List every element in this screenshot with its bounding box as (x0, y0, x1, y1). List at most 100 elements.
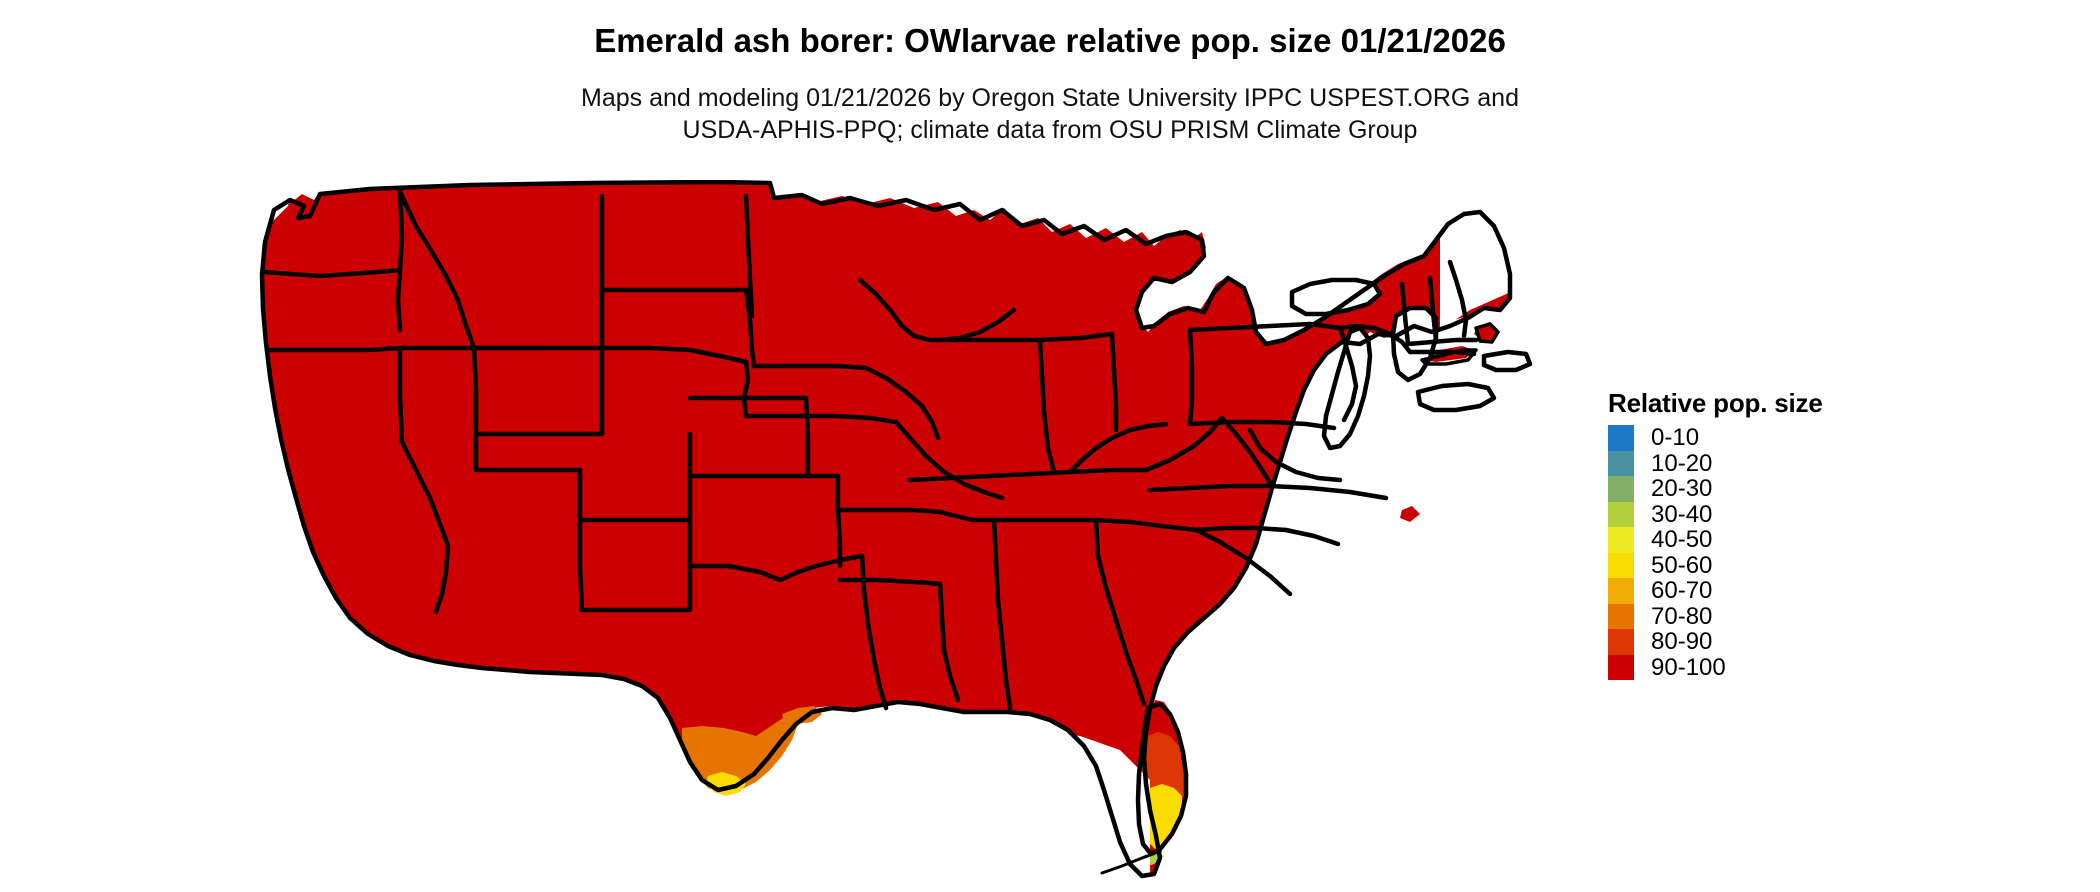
state-border-nm-tx (579, 517, 693, 613)
region-south-texas-70-80 (682, 714, 798, 794)
cape-cod-outline (1474, 322, 1500, 344)
map-outside-southeast (1200, 580, 1450, 892)
legend-title: Relative pop. size (1608, 388, 1823, 418)
state-border-ca-az (433, 521, 451, 615)
legend-entry: 10-20 (1608, 449, 1938, 477)
state-border-ks-mo (803, 395, 811, 479)
legend-color-swatch (1608, 527, 1634, 553)
legend-entry-label: 20-30 (1651, 475, 1713, 502)
map-legend: Relative pop. size 0-10 10-20 20-30 30-40 40… (1608, 388, 1938, 680)
state-border-ny-ct (1337, 323, 1413, 355)
state-border-ct-ny (1407, 349, 1477, 357)
lake-ontario-outline (1481, 349, 1533, 373)
state-border-pa-ny (1187, 321, 1343, 333)
legend-color-swatch (1608, 603, 1634, 629)
legend-entry: 60-70 (1608, 578, 1938, 604)
map-canvas (250, 180, 1600, 892)
state-border-mn-wi (857, 277, 943, 343)
lake-ontario (1484, 352, 1530, 370)
legend-entry-label: 60-70 (1651, 577, 1713, 604)
legend-entry-label: 80-90 (1651, 628, 1713, 655)
region-catalina (358, 546, 376, 556)
map-border-layer (259, 180, 1533, 879)
state-border-al-ga (1093, 517, 1147, 707)
state-border-ok-ar (835, 473, 843, 569)
state-border-ga-sc (1193, 527, 1293, 597)
state-border-mn-ia (751, 363, 869, 371)
state-border-pa-md (1187, 419, 1337, 431)
state-border-ia-il (863, 365, 941, 441)
state-border-tx-la (859, 553, 889, 711)
legend-color-swatch (1608, 552, 1634, 578)
state-border-sc-nc (1193, 525, 1341, 547)
state-border-ny-vt (1399, 281, 1411, 347)
region-contiguous-us-90-100 (262, 182, 1512, 878)
state-border-mi-in (1037, 331, 1115, 343)
legend-entry: 80-90 (1608, 629, 1938, 655)
state-border-az-nm (577, 467, 585, 613)
legend-entry-label: 0-10 (1651, 424, 1700, 451)
state-border-ma-ct (1405, 337, 1479, 347)
region-channel-islands (330, 516, 352, 528)
legend-color-swatch (1608, 425, 1634, 451)
state-border-wi-mi (937, 307, 1017, 343)
florida-outline (1135, 701, 1189, 857)
legend-entry-label: 40-50 (1651, 526, 1713, 553)
state-border-wa-id (395, 187, 405, 333)
long-island-outline (1420, 348, 1478, 366)
map-outside-gulf (770, 730, 1150, 892)
state-border-ia-mo (743, 413, 899, 425)
legend-color-swatch (1608, 476, 1634, 502)
state-border-ar-la (837, 577, 943, 587)
legend-entry: 0-10 (1608, 425, 1938, 451)
subtitle-line-2: USDA-APHIS-PPQ; climate data from OSU PR… (682, 116, 1418, 144)
us-choropleth-map (259, 180, 1600, 892)
lake-erie-outline (1415, 381, 1497, 413)
legend-color-swatch (1608, 654, 1634, 680)
legend-entry-label: 90-100 (1651, 653, 1726, 681)
legend-entry: 20-30 (1608, 476, 1938, 502)
state-border-ky-oh (1067, 421, 1169, 475)
legend-color-swatch (1608, 450, 1634, 476)
state-border-ca-nv (397, 345, 443, 527)
great-lakes-layer (770, 180, 1600, 892)
state-border-md-va (1247, 427, 1343, 483)
region-outer-banks (1400, 506, 1420, 522)
lake-huron-outline (1390, 305, 1439, 383)
state-border-la-ms (937, 581, 961, 703)
state-border-ga-tn (1093, 517, 1199, 533)
national-outline (259, 180, 1513, 879)
page-title: Emerald ash borer: OWlarvae relative pop… (594, 22, 1506, 59)
legend-entry-list: 0-10 10-20 20-30 30-40 40-50 50-60 60-70 70-80 8… (1608, 425, 1938, 680)
state-border-wa-or (261, 267, 403, 279)
state-border-ms-al (991, 517, 1013, 711)
map-outside-northeast (1440, 180, 1600, 330)
legend-color-swatch (1608, 578, 1634, 604)
state-border-id-mt (397, 189, 477, 351)
legend-entry: 30-40 (1608, 500, 1938, 528)
state-border-ne-ia (741, 359, 751, 419)
state-border-sd-mn (743, 287, 757, 369)
lake-michigan (1324, 328, 1370, 448)
page-subtitle: Maps and modeling 01/21/2026 by Oregon S… (0, 82, 2100, 146)
legend-entry-label: 70-80 (1651, 602, 1713, 630)
legend-entry: 50-60 (1608, 551, 1938, 579)
subtitle-line-1: Maps and modeling 01/21/2026 by Oregon S… (581, 84, 1519, 112)
state-border-ok-tx (687, 553, 865, 583)
region-south-florida-50-60 (1143, 784, 1182, 850)
state-border-wv-va (1219, 415, 1275, 489)
legend-entry-label: 30-40 (1651, 500, 1713, 528)
state-border-ky-wv (1143, 415, 1225, 473)
state-border-sd-ne (599, 345, 749, 365)
state-border-nv-ut (471, 345, 479, 473)
state-border-nh-me (1447, 259, 1469, 339)
state-border-nj-pa (1337, 325, 1359, 423)
legend-entry-label: 50-60 (1651, 551, 1713, 579)
legend-entry-label: 10-20 (1651, 449, 1713, 477)
state-border-oh-pa (1187, 327, 1195, 427)
state-border-mo-ar (835, 507, 943, 515)
state-border-tn-ms (937, 509, 1099, 523)
legend-color-swatch (1608, 629, 1634, 655)
lake-erie (1418, 384, 1494, 410)
